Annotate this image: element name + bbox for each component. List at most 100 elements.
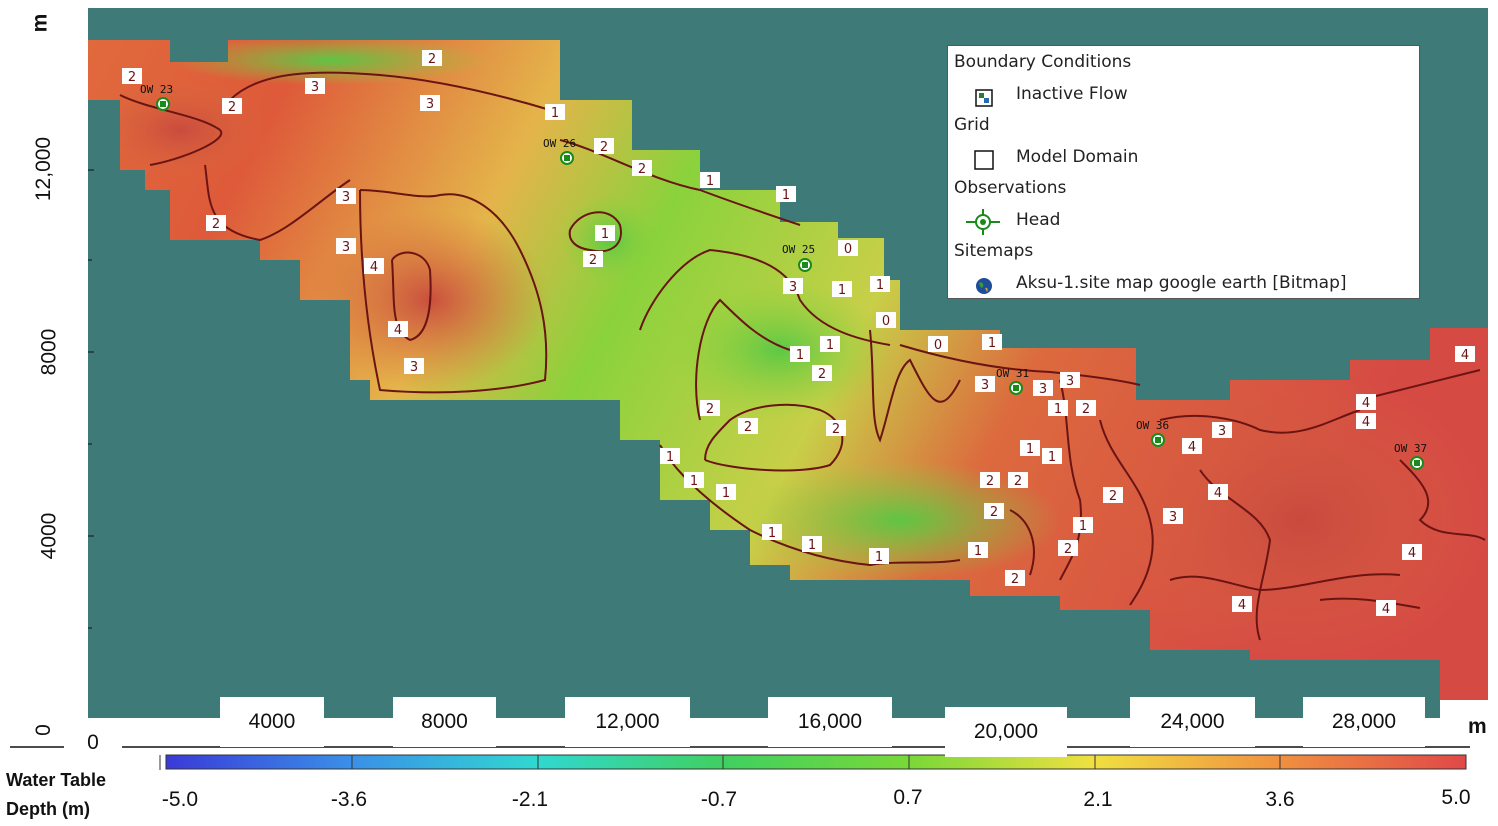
- contour-label: 3: [420, 95, 440, 112]
- contour-label: 2: [422, 50, 442, 67]
- x-axis-unit: m: [1468, 715, 1487, 738]
- svg-text:2: 2: [600, 140, 608, 155]
- colorbar: [165, 754, 1467, 770]
- y-axis-ticks: [88, 169, 94, 629]
- svg-text:2: 2: [1064, 542, 1072, 557]
- contour-label: 3: [305, 78, 325, 95]
- contour-line: [1169, 573, 1401, 592]
- contour-label: 1: [870, 276, 890, 293]
- contour-line: [1399, 459, 1486, 541]
- contour-label: 1: [869, 548, 889, 565]
- contour-label: 2: [826, 420, 846, 437]
- svg-text:1: 1: [808, 538, 816, 553]
- legend-inactive-flow: Inactive Flow: [1016, 84, 1128, 104]
- contour-label: 2: [1008, 472, 1028, 489]
- contour-line: [659, 444, 961, 567]
- svg-text:2: 2: [428, 52, 436, 67]
- svg-text:1: 1: [601, 227, 609, 242]
- svg-text:2: 2: [1109, 489, 1117, 504]
- colorbar-title-line2: Depth (m): [6, 799, 90, 819]
- contour-label: 1: [716, 484, 736, 501]
- contour-label: 1: [660, 448, 680, 465]
- legend-sitemap: Aksu-1.site map google earth [Bitmap]: [1016, 273, 1347, 293]
- x-tick-label: 24,000: [1130, 697, 1255, 747]
- colorbar-label: 5.0: [1441, 786, 1471, 809]
- x-tick-label: 20,000: [945, 707, 1067, 757]
- contour-label: 4: [364, 258, 384, 275]
- contour-label: 4: [1182, 438, 1202, 455]
- legend-boundary-header: Boundary Conditions: [954, 52, 1132, 72]
- svg-text:4: 4: [1188, 440, 1196, 455]
- contour-label: 2: [1058, 540, 1078, 557]
- contour-label: 1: [684, 472, 704, 489]
- svg-text:1: 1: [690, 474, 698, 489]
- contour-label: 0: [876, 312, 896, 329]
- svg-text:1: 1: [551, 106, 559, 121]
- colorbar-label: -2.1: [511, 788, 549, 811]
- colorbar-label: -5.0: [161, 788, 199, 811]
- svg-text:2: 2: [1014, 474, 1022, 489]
- well-ow-31: OW 31: [996, 367, 1029, 395]
- y-tick-label: 12,000: [32, 136, 56, 202]
- contour-label: 4: [1356, 394, 1376, 411]
- contour-label: 1: [820, 336, 840, 353]
- svg-text:4: 4: [370, 260, 378, 275]
- svg-text:2: 2: [818, 367, 826, 382]
- contour-label: 3: [1212, 422, 1232, 439]
- svg-text:2: 2: [832, 422, 840, 437]
- x-tick-label: 0: [64, 718, 122, 768]
- colorbar-ticks: [351, 755, 1281, 769]
- x-tick-label: 8000: [393, 697, 496, 747]
- contour-label: 2: [583, 251, 603, 268]
- y-tick-label: 4000: [37, 512, 61, 560]
- svg-text:3: 3: [426, 97, 434, 112]
- svg-text:2: 2: [986, 474, 994, 489]
- contour-label: 1: [700, 172, 720, 189]
- contour-label: 2: [594, 138, 614, 155]
- contour-line: [1099, 419, 1154, 606]
- contour-label: 3: [975, 376, 995, 393]
- well-label: OW 26: [543, 137, 576, 150]
- svg-text:2: 2: [706, 402, 714, 417]
- svg-text:3: 3: [981, 378, 989, 393]
- colorbar-label: -0.7: [700, 788, 738, 811]
- contour-label: 4: [1455, 346, 1475, 363]
- legend-sitemaps-header: Sitemaps: [954, 241, 1034, 261]
- contour-label: 1: [762, 524, 782, 541]
- svg-text:4: 4: [1238, 598, 1246, 613]
- contour-label: 4: [388, 321, 408, 338]
- colorbar-title-line1: Water Table: [6, 770, 107, 790]
- well-ow-37: OW 37: [1394, 442, 1427, 470]
- well-label: OW 37: [1394, 442, 1427, 455]
- contour-label: 3: [1060, 372, 1080, 389]
- svg-text:4: 4: [1408, 546, 1416, 561]
- contour-label: 3: [783, 278, 803, 295]
- contour-label: 1: [832, 281, 852, 298]
- contour-label: 1: [982, 334, 1002, 351]
- contour-line: [899, 344, 1141, 386]
- legend-head: Head: [1016, 210, 1061, 230]
- contour-label: 3: [1163, 508, 1183, 525]
- svg-text:2: 2: [638, 162, 646, 177]
- contour-label: 4: [1356, 413, 1376, 430]
- contour-line: [869, 329, 961, 443]
- svg-text:4: 4: [1461, 348, 1469, 363]
- svg-text:1: 1: [768, 526, 776, 541]
- svg-text:3: 3: [1169, 510, 1177, 525]
- svg-text:1: 1: [706, 174, 714, 189]
- contour-label: 2: [812, 365, 832, 382]
- contour-line: [119, 94, 223, 166]
- contour-label: 1: [802, 536, 822, 553]
- well-label: OW 25: [782, 243, 815, 256]
- svg-text:4: 4: [1382, 602, 1390, 617]
- svg-text:4: 4: [1214, 486, 1222, 501]
- svg-text:2: 2: [212, 217, 220, 232]
- contour-label: 4: [1376, 600, 1396, 617]
- contour-label: 4: [1208, 484, 1228, 501]
- legend-model-domain: Model Domain: [1016, 147, 1139, 167]
- svg-text:1: 1: [974, 544, 982, 559]
- y-axis-unit: m: [28, 13, 52, 33]
- contour-label: 3: [1033, 380, 1053, 397]
- svg-text:1: 1: [838, 283, 846, 298]
- svg-text:4: 4: [394, 323, 402, 338]
